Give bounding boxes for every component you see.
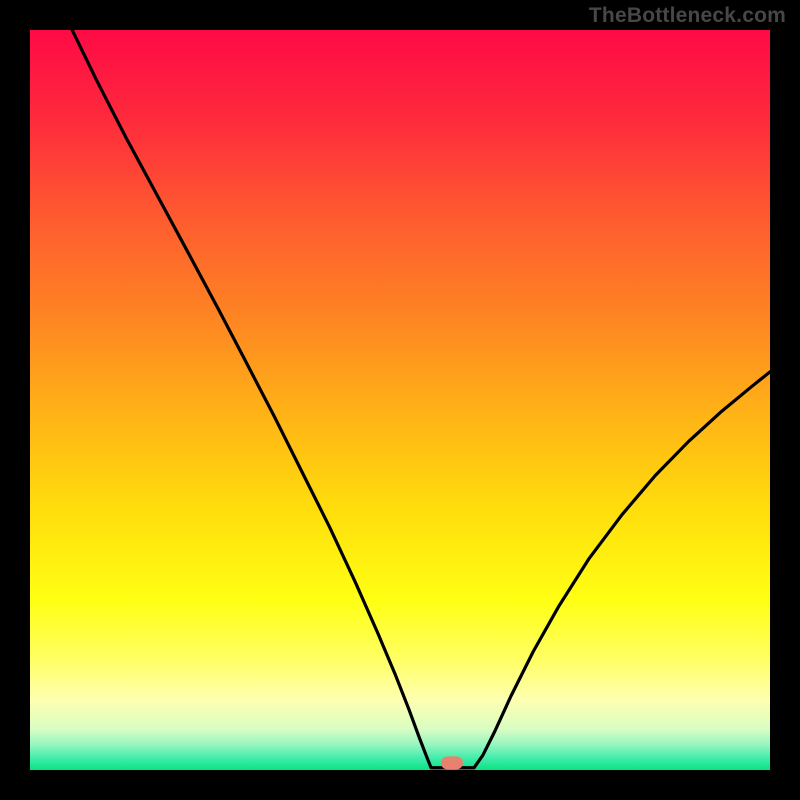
watermark-text: TheBottleneck.com [589,4,786,28]
plot-area [30,30,770,770]
plot-svg [30,30,770,770]
chart-frame: TheBottleneck.com [0,0,800,800]
optimal-marker [441,756,463,769]
gradient-background [30,30,770,770]
